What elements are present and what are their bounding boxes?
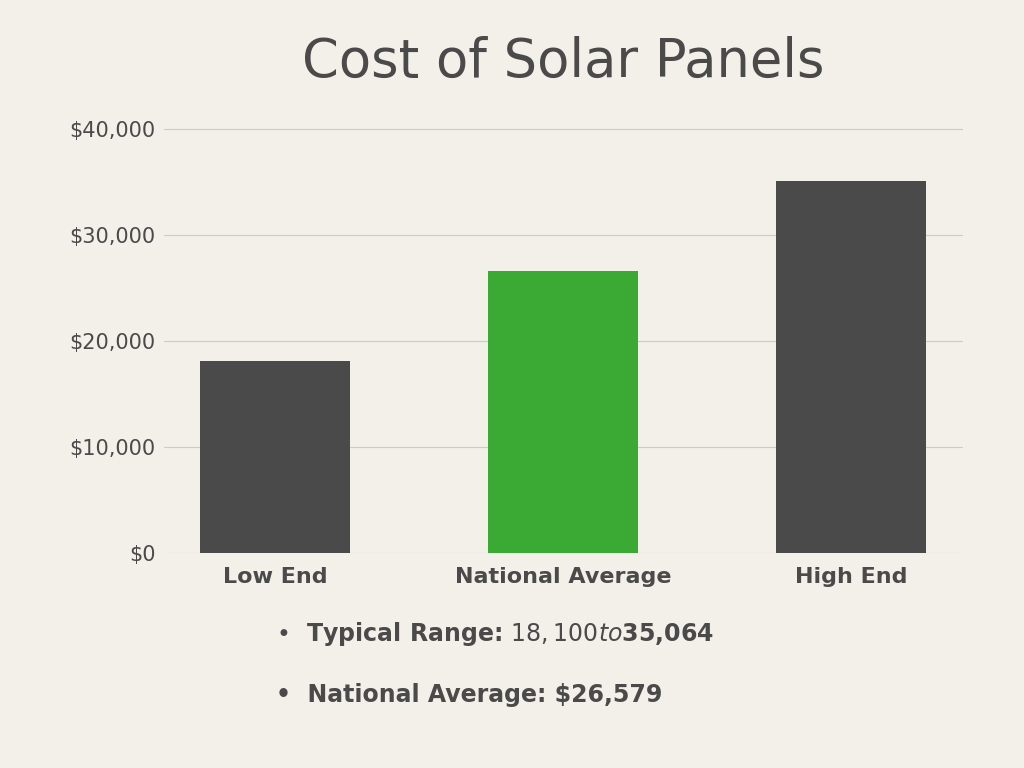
Text: •  Typical Range: $18,100 to $35,064: • Typical Range: $18,100 to $35,064 (276, 620, 715, 647)
Bar (776, 181, 927, 553)
Bar (200, 361, 350, 553)
Text: •  National Average: $26,579: • National Average: $26,579 (276, 683, 663, 707)
Text: Cost of Solar Panels: Cost of Solar Panels (302, 35, 824, 88)
Bar (488, 271, 638, 553)
